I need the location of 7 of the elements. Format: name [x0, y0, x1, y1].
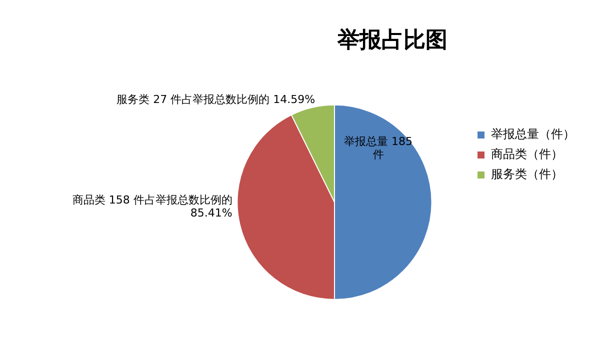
chart-title: 举报占比图	[336, 26, 448, 53]
legend-label: 商品类（件）	[491, 147, 563, 162]
legend-label: 服务类（件）	[491, 167, 563, 182]
data-label: 服务类 27 件占举报总数比例的 14.59%	[116, 92, 316, 106]
data-label: 商品类 158 件占举报总数比例的 85.41%	[72, 193, 232, 220]
legend-label: 举报总量（件）	[491, 127, 575, 142]
data-label: 举报总量 185 件	[344, 135, 413, 162]
